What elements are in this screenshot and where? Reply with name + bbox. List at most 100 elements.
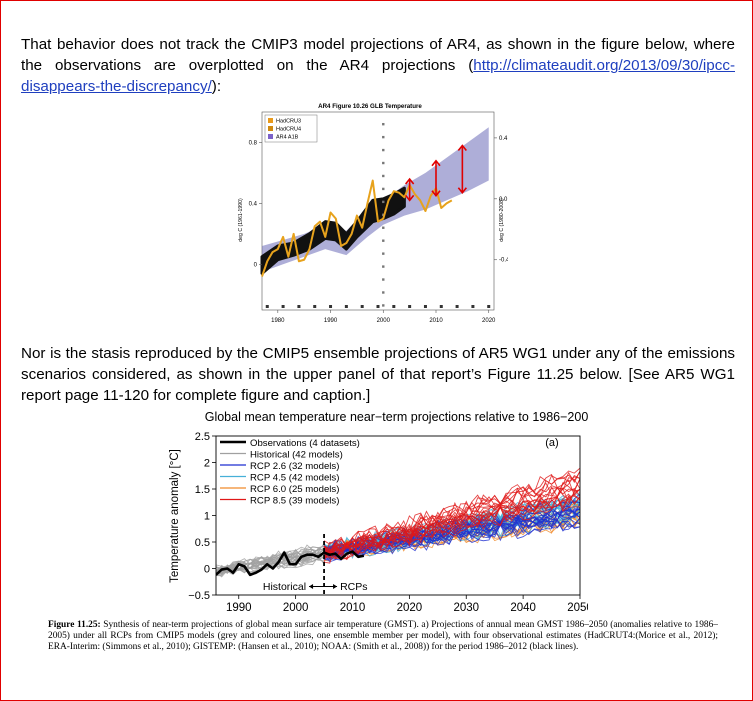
ar5-xtick-label: 2010 bbox=[340, 602, 366, 614]
ar4-bottom-marker bbox=[423, 305, 427, 308]
ar5-model-line bbox=[216, 546, 325, 569]
ar5-model-line bbox=[323, 470, 580, 552]
ar5-model-line bbox=[216, 548, 325, 575]
ar4-legend-label: HadCRU4 bbox=[276, 127, 301, 133]
ar5-model-line bbox=[216, 547, 325, 575]
ar5-annotation-rcps: RCPs bbox=[340, 581, 367, 593]
ar4-bottom-marker bbox=[344, 305, 348, 308]
ar4-xtick-label: 2000 bbox=[377, 318, 391, 324]
ar5-model-line bbox=[323, 520, 580, 563]
ar4-legend-swatch bbox=[268, 126, 273, 131]
ar4-ytick-left-label: 0.8 bbox=[249, 140, 258, 146]
ar4-legend-swatch bbox=[268, 134, 273, 139]
paragraph-ar4: That behavior does not track the CMIP3 m… bbox=[21, 34, 735, 97]
ar5-xtick-label: 2050 bbox=[567, 602, 588, 614]
ar4-bottom-marker bbox=[376, 305, 380, 308]
ar4-title: AR4 Figure 10.26 GLB Temperature bbox=[318, 103, 422, 110]
ar4-marker-dot bbox=[382, 200, 385, 204]
ar5-model-line bbox=[323, 512, 580, 559]
ar4-bottom-marker bbox=[408, 305, 412, 308]
ar4-arrowhead-bottom bbox=[431, 190, 441, 198]
ar5-ytick-label: 1.5 bbox=[195, 484, 210, 496]
ar4-marker-dot bbox=[382, 135, 385, 139]
ar5-title: Global mean temperature near−term projec… bbox=[205, 410, 588, 424]
ar4-marker-dot bbox=[382, 265, 385, 268]
ar4-marker-dot bbox=[382, 122, 385, 126]
ar4-bottom-marker bbox=[265, 305, 269, 308]
ar5-ytick-label: 1 bbox=[204, 511, 210, 523]
ar4-ytick-left-label: 0 bbox=[254, 262, 258, 268]
ar4-bottom-marker bbox=[360, 305, 364, 308]
ar5-xtick-label: 2020 bbox=[397, 602, 423, 614]
ar4-marker-dot bbox=[382, 174, 385, 178]
figure-caption-text: Synthesis of near-term projections of gl… bbox=[48, 620, 718, 652]
ar4-arrowhead-top bbox=[431, 159, 441, 167]
ar4-bottom-marker bbox=[455, 305, 459, 308]
ar5-ylabel: Temperature anomaly [°C] bbox=[169, 449, 181, 583]
ar5-series-group bbox=[216, 467, 580, 578]
ar4-ylabel-left: deg C (1961-1990) bbox=[238, 198, 244, 242]
ar4-bottom-marker bbox=[471, 305, 475, 308]
ar4-chart: AR4 Figure 10.26 GLB Temperature 1980 1990… bbox=[238, 103, 508, 324]
ar4-marker-dot bbox=[382, 226, 385, 229]
ar5-panel-label: (a) bbox=[545, 437, 558, 449]
ar4-arrowhead-top bbox=[405, 177, 415, 185]
ar5-ytick-label: 2 bbox=[204, 458, 210, 470]
ar5-model-line bbox=[323, 496, 580, 560]
ar5-ytick-label: −0.5 bbox=[188, 590, 210, 602]
ar4-xtick-label: 2020 bbox=[482, 318, 496, 324]
ar5-legend-label: Observations (4 datasets) bbox=[250, 438, 360, 449]
ar5-xtick-label: 2040 bbox=[510, 602, 536, 614]
ar4-xtick-label: 1990 bbox=[324, 318, 338, 324]
ar5-model-line bbox=[323, 487, 580, 559]
ar4-ytick-right-label: 0.0 bbox=[499, 197, 508, 203]
figure-caption-label: Figure 11.25: bbox=[48, 620, 101, 630]
ar4-marker-dot bbox=[382, 239, 385, 242]
ar4-ytick-right-label: -0.4 bbox=[499, 258, 508, 264]
ar4-ytick-left-label: 0.4 bbox=[249, 201, 258, 207]
ar4-marker-dot bbox=[382, 252, 385, 255]
ar5-model-line bbox=[323, 495, 580, 564]
ar5-legend-label: RCP 8.5 (39 models) bbox=[250, 496, 339, 507]
ar4-legend-swatch bbox=[268, 118, 273, 123]
paragraph-ar4-text: That behavior does not track the CMIP3 m… bbox=[21, 36, 735, 74]
ar4-xtick-label: 2010 bbox=[429, 318, 443, 324]
ar5-chart: Global mean temperature near−term projec… bbox=[169, 410, 588, 614]
ar5-legend-label: Historical (42 models) bbox=[250, 450, 343, 461]
ar4-marker-dot bbox=[382, 278, 385, 281]
ar5-ytick-label: 2.5 bbox=[195, 431, 210, 443]
ar4-marker-dot bbox=[382, 148, 385, 152]
ar4-bottom-marker bbox=[439, 305, 443, 308]
ar4-marker-dot bbox=[382, 187, 385, 191]
ar4-observations-line bbox=[261, 179, 453, 277]
ar4-arrowhead-top bbox=[457, 144, 467, 152]
climateaudit-link[interactable]: http://climateaudit.org/2013/09/30/ipcc-… bbox=[21, 57, 735, 95]
ar5-legend-label: RCP 2.6 (32 models) bbox=[250, 461, 339, 472]
ar4-bottom-marker bbox=[281, 305, 285, 308]
paragraph-ar4-tail: ): bbox=[211, 78, 222, 95]
ar4-ytick-right-label: 0.4 bbox=[499, 136, 508, 142]
ar5-xtick-label: 2000 bbox=[283, 602, 309, 614]
ar4-marker-dot bbox=[382, 304, 385, 307]
ar5-annotation-historical: Historical bbox=[263, 581, 306, 593]
ar5-ytick-label: 0.5 bbox=[195, 537, 210, 549]
ar4-arrowhead-bottom bbox=[405, 194, 415, 202]
ar4-bottom-marker bbox=[487, 305, 491, 308]
ar5-model-line bbox=[323, 467, 580, 554]
ar4-marker-dot bbox=[382, 291, 385, 294]
ar5-legend-label: RCP 4.5 (42 models) bbox=[250, 473, 339, 484]
ar4-ylabel-right: deg C (1980-2008) bbox=[499, 198, 505, 242]
ar5-ytick-label: 0 bbox=[204, 564, 210, 576]
ar4-legend-label: AR4 A1B bbox=[276, 135, 299, 141]
ar4-bottom-marker bbox=[329, 305, 333, 308]
ar4-bottom-marker bbox=[392, 305, 396, 308]
ar4-xtick-label: 1980 bbox=[271, 318, 285, 324]
ar4-marker-dot bbox=[382, 213, 385, 217]
ar4-legend-box bbox=[264, 114, 318, 143]
ar5-xtick-label: 1990 bbox=[226, 602, 252, 614]
ar4-marker-dot bbox=[382, 161, 385, 165]
ar4-legend-label: HadCRU3 bbox=[276, 119, 301, 125]
ar4-bottom-marker bbox=[313, 305, 317, 308]
ar4-arrowhead-bottom bbox=[457, 187, 467, 195]
ar5-legend-label: RCP 6.0 (25 models) bbox=[250, 484, 339, 495]
